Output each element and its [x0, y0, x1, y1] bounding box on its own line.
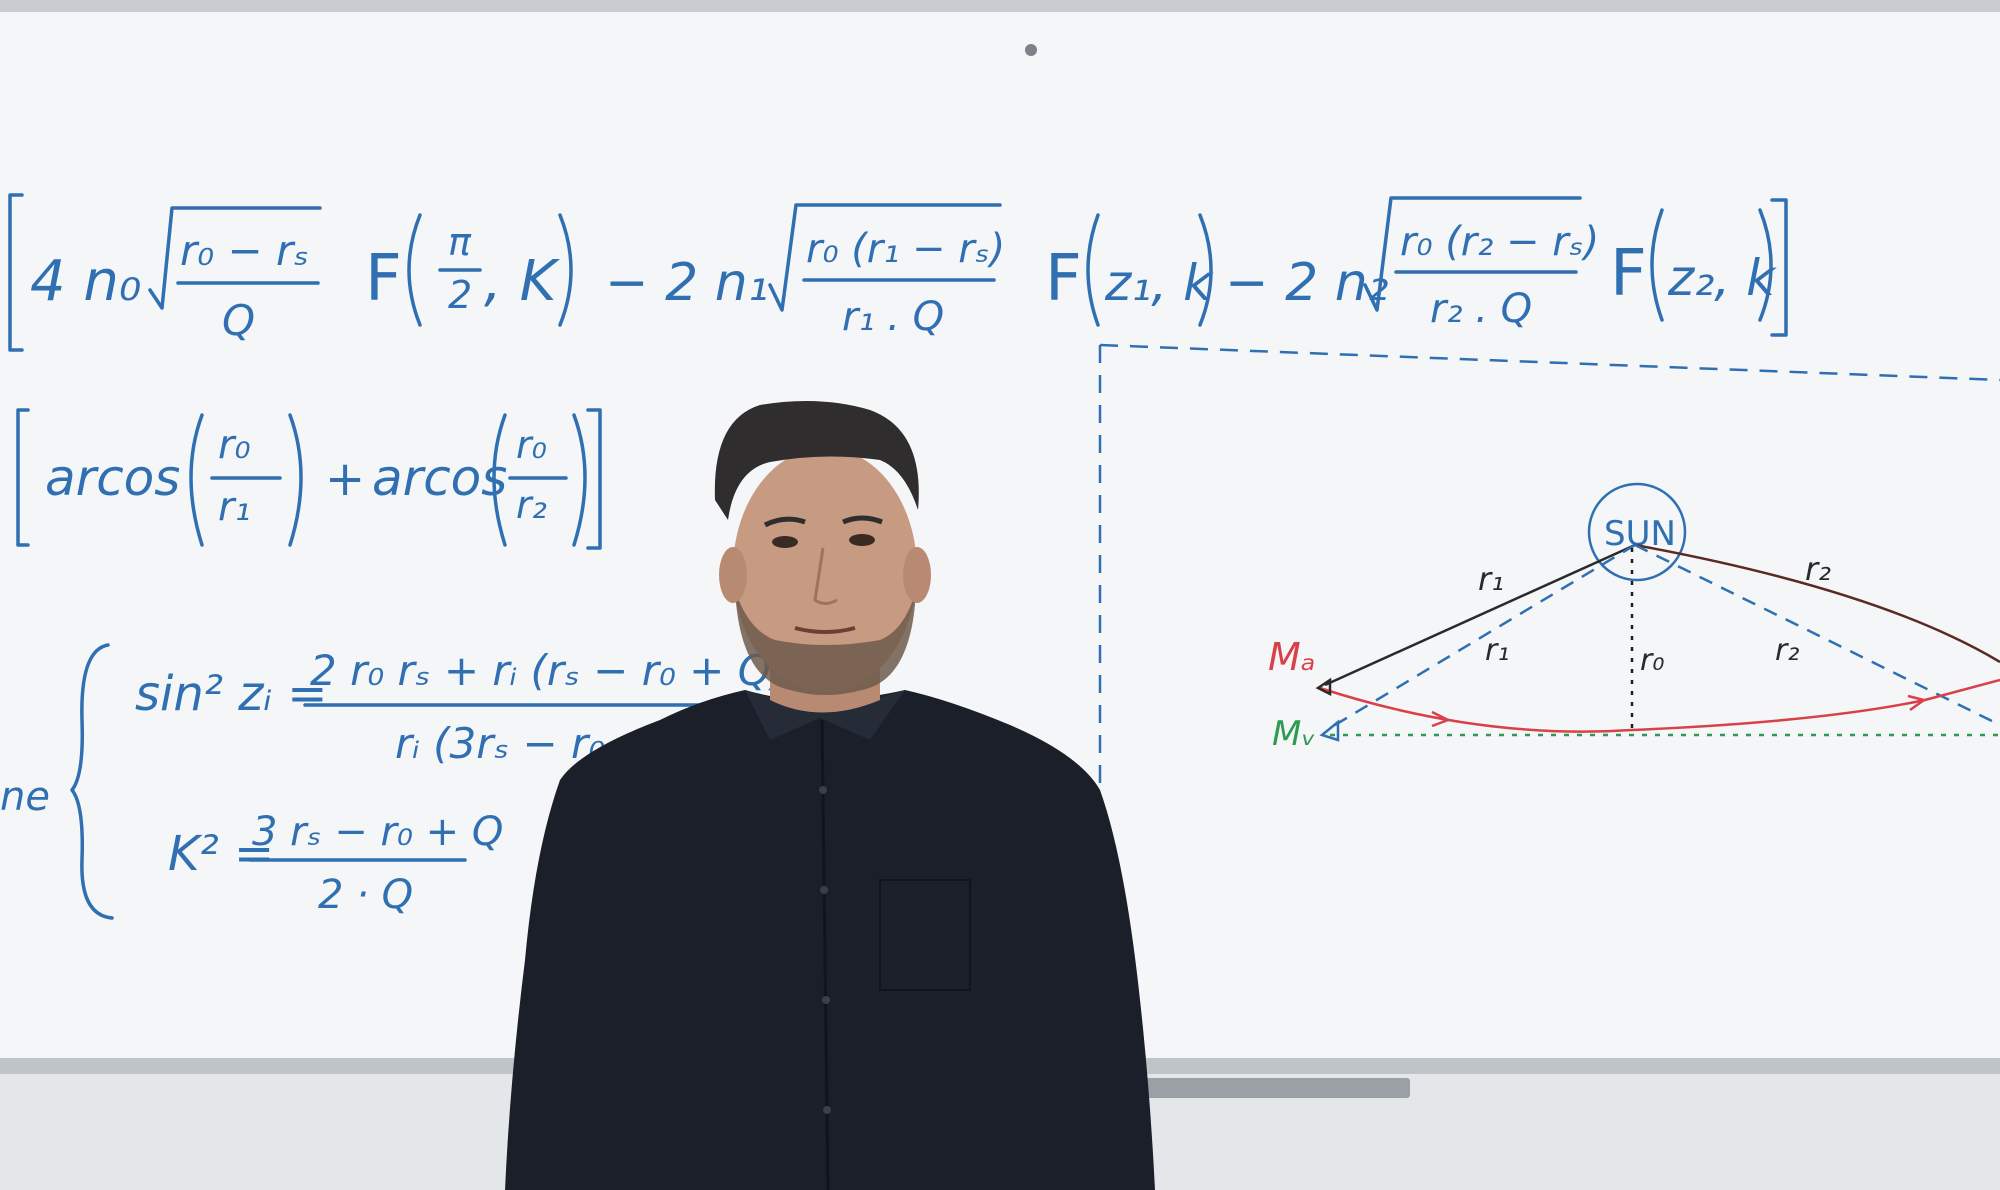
shirt-button — [823, 1106, 831, 1114]
shirt-button — [820, 886, 828, 894]
f3-lhs1: sin² zᵢ = — [135, 666, 328, 722]
r1-dashed-line — [1334, 543, 1636, 727]
venus-marker — [1319, 719, 1340, 742]
f1-two: 2 — [448, 273, 472, 317]
shirt-button — [819, 786, 827, 794]
f1-den2: r₁ . Q — [842, 294, 944, 340]
f1-F3: F — [1610, 237, 1647, 311]
f1-num3: r₀ (r₂ − rₛ) — [1400, 219, 1599, 265]
eyebrow — [842, 515, 883, 525]
orbit-diagram: SUN r₁ r₂ r₁ r₂ r₀ Mₐ Mᵥ — [1098, 343, 2000, 800]
r2-solid-line — [1634, 543, 2000, 664]
sun-circle — [1587, 482, 1687, 582]
shirt-button — [822, 996, 830, 1004]
marker-tray — [1140, 1078, 1410, 1098]
f1-num1: r₀ − rₛ — [180, 226, 309, 275]
f1-k1: , K — [484, 249, 561, 314]
diagram-frame — [1098, 343, 2000, 800]
whiteboard-frame-top — [0, 0, 2000, 12]
f1-z2k: z₂, k — [1667, 249, 1777, 307]
f1-den1: Q — [222, 296, 255, 345]
mars-marker — [1315, 677, 1332, 697]
formula-arcos: arcos r₀ r₁ + arcos r₀ r₂ — [16, 408, 602, 550]
person — [505, 401, 1155, 1190]
f2-arcos1: arcos — [45, 449, 180, 507]
formula-system: ne sin² zᵢ = 2 r₀ rₛ + rᵢ (rₛ − r₀ + Q) … — [0, 643, 787, 920]
eye — [849, 534, 875, 546]
f2-num1: r₀ — [218, 422, 250, 468]
venus-label: Mᵥ — [1272, 714, 1316, 754]
red-arrow-2 — [1907, 694, 1927, 712]
mouth — [794, 626, 856, 634]
f1-minus-2n1: − 2 n₁ — [605, 253, 769, 313]
f3-side-text: ne — [0, 774, 50, 820]
f1-F2: F — [1045, 242, 1082, 316]
shirt-pocket — [879, 879, 971, 991]
red-trajectory — [1319, 678, 2000, 733]
nose — [813, 547, 838, 605]
red-arrow-1 — [1431, 710, 1452, 728]
hair — [714, 401, 919, 520]
f3-den2: 2 · Q — [318, 872, 413, 918]
f1-num2: r₀ (r₁ − rₛ) — [806, 226, 1005, 272]
beard — [735, 590, 916, 695]
r2-solid-label: r₂ — [1805, 550, 1831, 588]
formula-top: 4 n₀ r₀ − rₛ Q F π 2 , K − 2 n₁ r₀ (r₁ −… — [8, 193, 1788, 352]
eye — [772, 536, 798, 548]
mars-label: Mₐ — [1268, 635, 1316, 679]
board-magnet — [1025, 44, 1037, 56]
r1-solid-label: r₁ — [1478, 560, 1504, 598]
ear — [903, 547, 931, 603]
r1-dashed-label: r₁ — [1485, 633, 1509, 668]
f2-plus: + — [325, 451, 365, 507]
f3-num2: 3 rₛ − r₀ + Q — [252, 809, 503, 855]
f3-num1: 2 r₀ rₛ + rᵢ (rₛ − r₀ + Q) — [310, 646, 787, 695]
r2-dashed-label: r₂ — [1775, 633, 1799, 668]
f2-den2: r₂ — [516, 483, 547, 527]
face — [733, 448, 917, 692]
f1-minus-2n2: − 2 n₂ — [1225, 253, 1389, 313]
f1-den3: r₂ . Q — [1430, 286, 1532, 332]
f2-num2: r₀ — [516, 423, 547, 467]
f2-den1: r₁ — [218, 484, 250, 530]
r1-solid-line — [1324, 543, 1636, 687]
f3-lhs2: K² = — [168, 826, 274, 882]
eyebrow — [763, 516, 806, 528]
f1-pi: π — [448, 220, 472, 264]
f2-arcos2: arcos — [372, 449, 507, 507]
ear — [719, 547, 747, 603]
shirt — [505, 690, 1155, 1190]
f1-z1k: z₁, k — [1104, 254, 1214, 312]
f1-F1: F — [365, 242, 402, 316]
r0-label: r₀ — [1640, 643, 1664, 678]
f1-4n0: 4 n₀ — [30, 249, 141, 314]
